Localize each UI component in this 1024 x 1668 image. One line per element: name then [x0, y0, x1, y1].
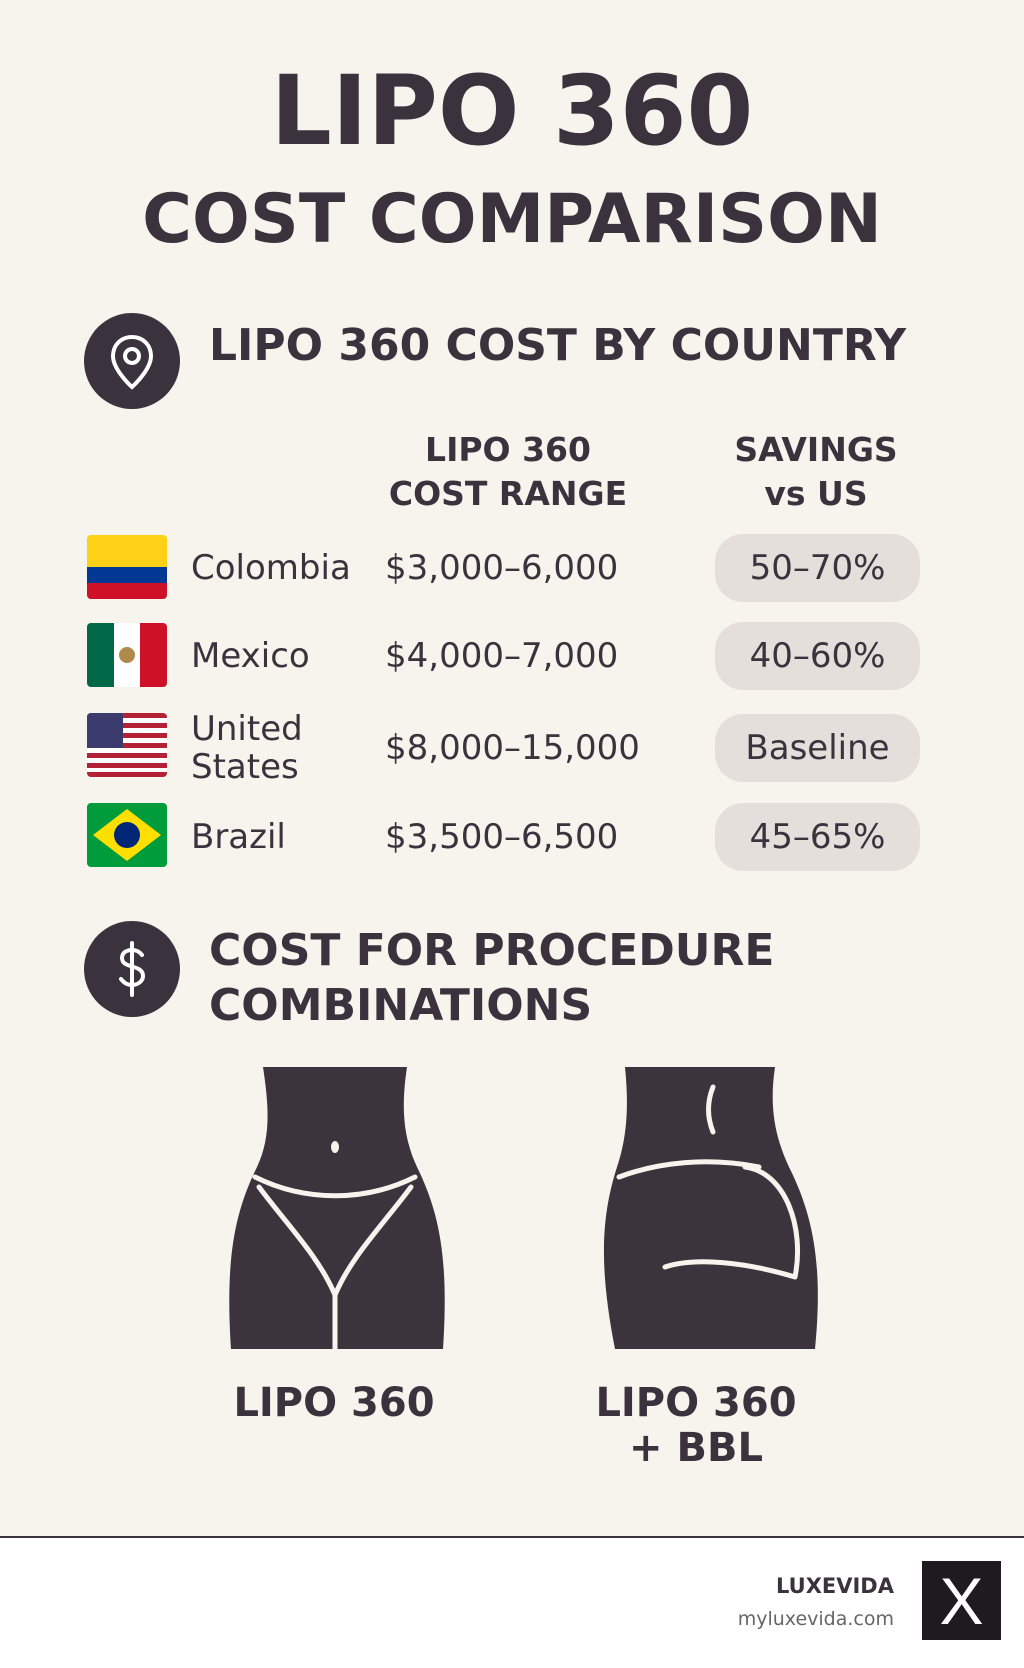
cost-range: $8,000–15,000 — [385, 728, 640, 768]
savings: 40–60% — [715, 622, 920, 690]
flag-mexico — [87, 623, 167, 687]
column-header: SAVINGS — [734, 430, 898, 469]
front-silhouette — [229, 1067, 445, 1349]
cost-range: $3,000–6,000 — [385, 548, 619, 588]
column-header: vs US — [764, 474, 868, 513]
dollar-icon — [84, 921, 180, 1017]
logo: X — [922, 1561, 1001, 1640]
combo-label: LIPO 360 — [233, 1380, 435, 1426]
title-line: LIPO 360 — [270, 55, 754, 167]
flag-colombia — [87, 535, 167, 599]
footer — [0, 1536, 1024, 1668]
savings: 45–65% — [715, 803, 920, 871]
country: Colombia — [191, 548, 351, 588]
url: myluxevida.com — [737, 1608, 894, 1630]
combo-label: + BBL — [629, 1425, 763, 1471]
savings: Baseline — [715, 714, 920, 782]
column-header: COST RANGE — [388, 474, 628, 513]
country: Mexico — [191, 636, 310, 676]
cost-range: $4,000–7,000 — [385, 636, 619, 676]
combo-label: LIPO 360 — [595, 1380, 797, 1426]
location-icon — [84, 313, 180, 409]
dollar — [119, 941, 146, 997]
savings: 50–70% — [715, 534, 920, 602]
section-heading: COMBINATIONS — [209, 980, 593, 1031]
section-heading: LIPO 360 COST BY COUNTRY — [209, 320, 907, 371]
cost-range: $3,500–6,500 — [385, 817, 619, 857]
column-header: LIPO 360 — [425, 430, 591, 469]
title-line: COST COMPARISON — [142, 180, 882, 259]
flag-brazil — [87, 803, 167, 867]
country: Brazil — [191, 817, 286, 857]
section-heading: COST FOR PROCEDURE — [209, 925, 775, 976]
pin — [110, 334, 154, 390]
brand: LUXEVIDA — [776, 1574, 894, 1598]
back-silhouette — [603, 1067, 818, 1349]
country: United States — [191, 709, 303, 787]
flag-usa — [87, 713, 167, 777]
